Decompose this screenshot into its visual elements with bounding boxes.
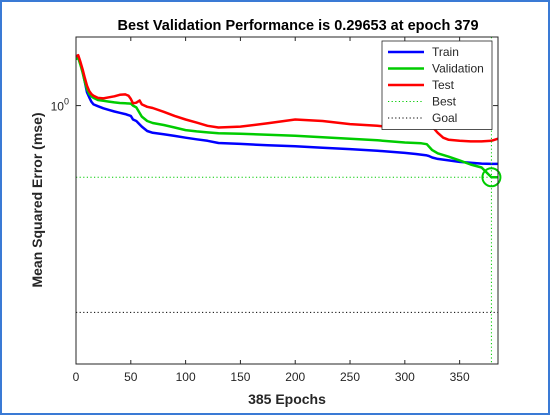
- x-tick-label: 200: [285, 370, 305, 384]
- y-tick-label: 100: [51, 97, 69, 114]
- x-tick-label: 150: [230, 370, 250, 384]
- validation-series-line: [75, 56, 498, 179]
- x-tick-label: 50: [124, 370, 138, 384]
- legend: Train Validation Test Best Goal: [381, 40, 493, 130]
- legend-label-goal: Goal: [432, 111, 457, 125]
- x-tick-label: 350: [450, 370, 470, 384]
- legend-label-validation: Validation: [432, 62, 484, 76]
- y-axis-label: Mean Squared Error (mse): [29, 112, 45, 287]
- x-tick-label: 0: [73, 370, 80, 384]
- x-tick-label: 100: [176, 370, 196, 384]
- x-axis-label: 385 Epochs: [248, 391, 326, 407]
- train-series-line: [75, 55, 498, 166]
- legend-label-best: Best: [432, 95, 457, 109]
- chart-title: Best Validation Performance is 0.29653 a…: [117, 18, 478, 34]
- x-tick-label: 250: [340, 370, 360, 384]
- legend-label-train: Train: [432, 45, 459, 59]
- best-marker-circle: [481, 167, 502, 188]
- legend-label-test: Test: [432, 78, 455, 92]
- plot-area-border: [75, 36, 499, 365]
- x-tick-label: 300: [395, 370, 415, 384]
